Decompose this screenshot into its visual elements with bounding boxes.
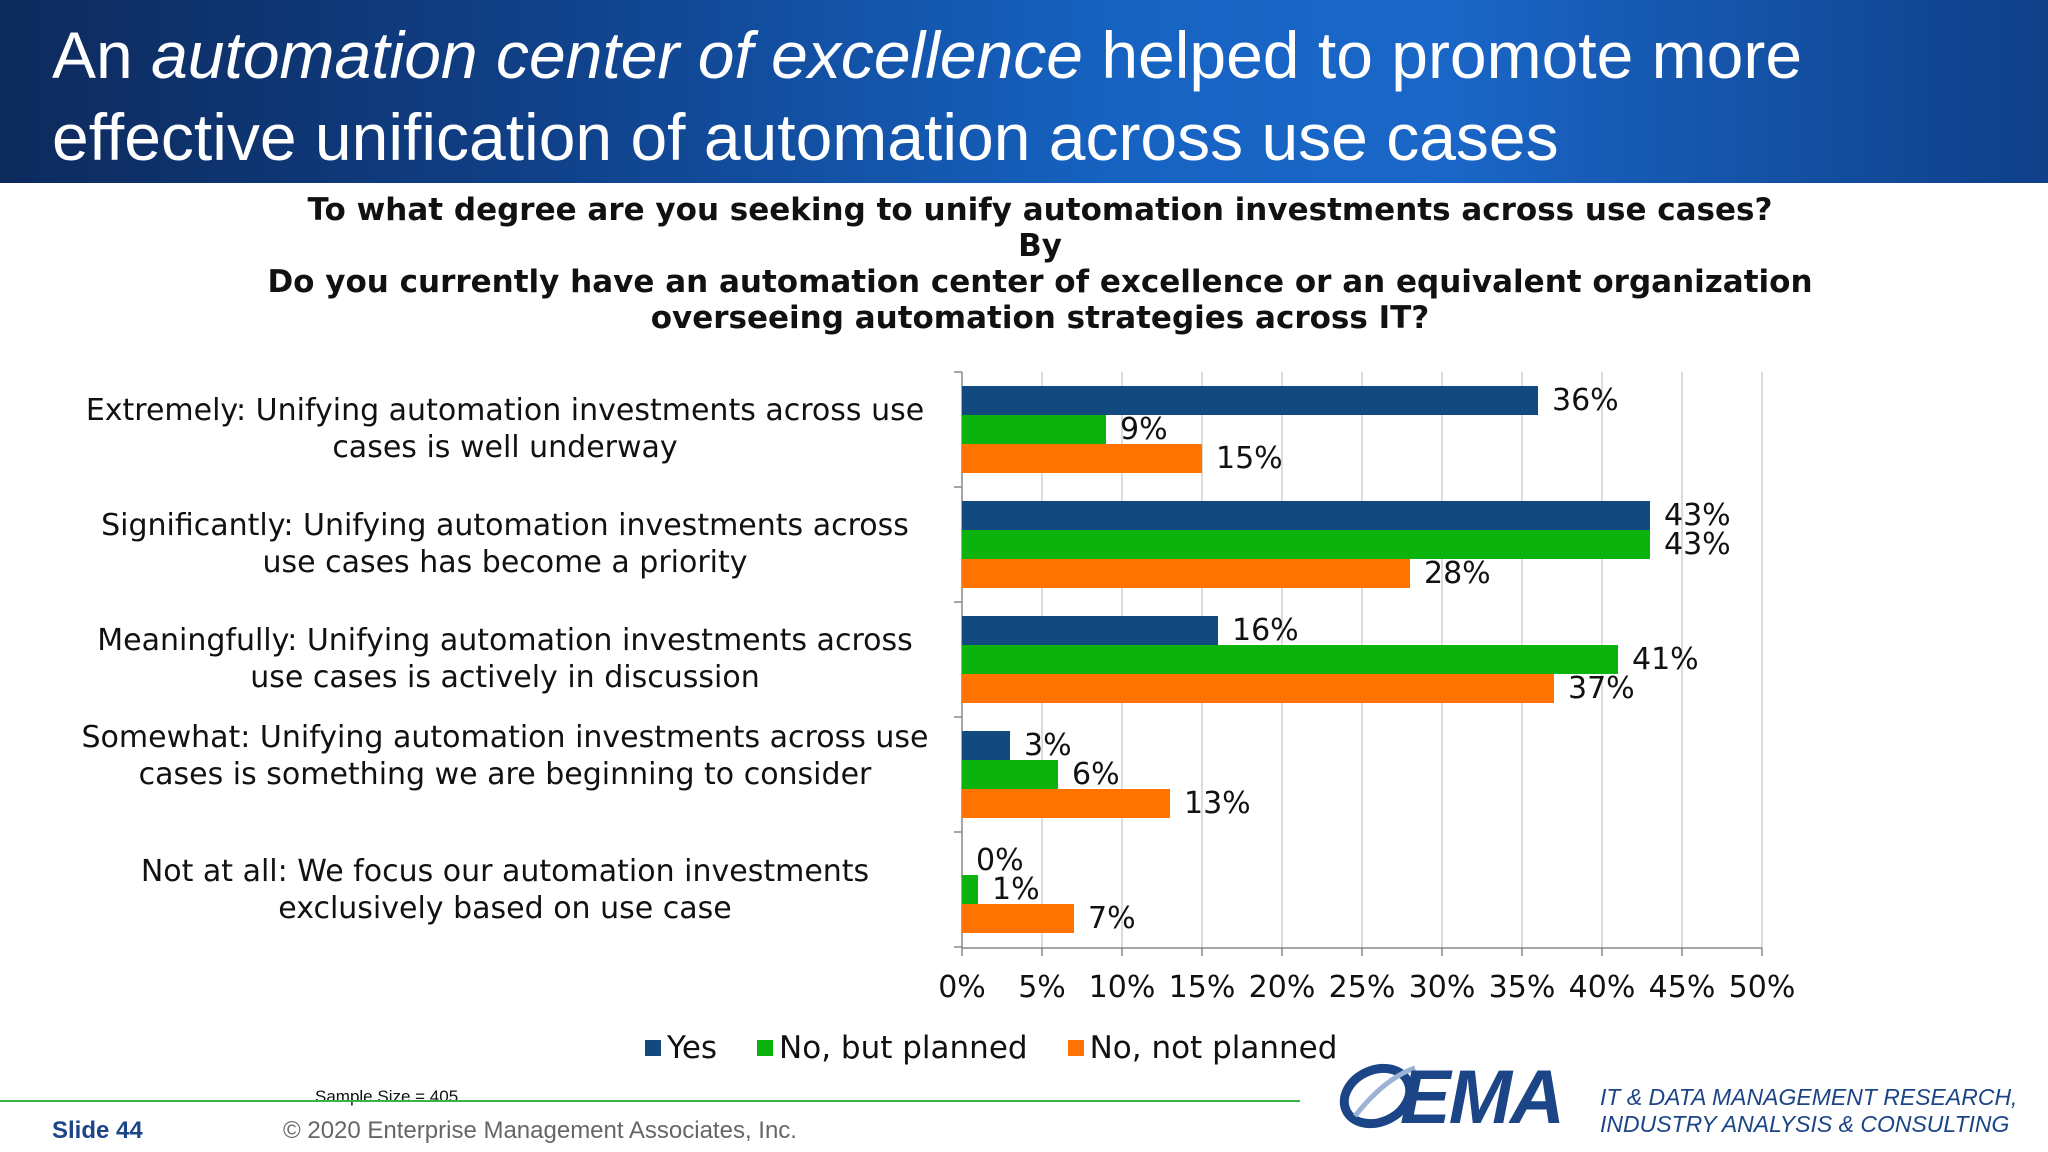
ema-logo-text: EMA <box>1400 1055 1565 1140</box>
x-tick-label: 50% <box>1729 970 1796 1005</box>
slide-number: Slide 44 <box>52 1117 143 1144</box>
data-label: 1% <box>992 872 1040 907</box>
bar <box>962 760 1058 789</box>
tagline-line-2: INDUSTRY ANALYSIS & CONSULTING <box>1600 1111 2010 1137</box>
legend-label-yes: Yes <box>667 1030 718 1066</box>
data-label: 28% <box>1424 556 1491 591</box>
bar <box>962 731 1010 760</box>
bar <box>962 875 978 904</box>
data-label: 43% <box>1664 498 1731 533</box>
question-line-2: By <box>1018 228 1062 264</box>
bar <box>962 616 1218 645</box>
title-prefix: An <box>52 18 152 92</box>
data-label: 6% <box>1072 757 1120 792</box>
bar <box>962 501 1650 530</box>
bar <box>962 789 1170 818</box>
page-title: An automation center of excellence helpe… <box>52 14 2012 178</box>
x-tick-label: 10% <box>1089 970 1156 1005</box>
survey-question: To what degree are you seeking to unify … <box>200 192 1880 336</box>
x-tick-label: 40% <box>1569 970 1636 1005</box>
title-emphasis: automation center of excellence <box>151 18 1083 92</box>
data-label: 0% <box>976 843 1024 878</box>
x-tick-label: 45% <box>1649 970 1716 1005</box>
data-label: 13% <box>1184 786 1251 821</box>
copyright-notice: © 2020 Enterprise Management Associates,… <box>283 1117 797 1144</box>
data-label: 37% <box>1568 671 1635 706</box>
data-label: 16% <box>1232 613 1299 648</box>
data-label: 15% <box>1216 441 1283 476</box>
bar <box>962 415 1106 444</box>
data-label: 9% <box>1120 412 1168 447</box>
category-label-extremely: Extremely: Unifying automation investmen… <box>85 393 925 465</box>
category-label-significantly: Significantly: Unifying automation inves… <box>101 508 909 580</box>
title-banner <box>0 0 2048 183</box>
x-tick-label: 30% <box>1409 970 1476 1005</box>
data-label: 3% <box>1024 728 1072 763</box>
legend-item-yes: Yes <box>645 1030 717 1066</box>
data-label: 41% <box>1632 642 1699 677</box>
bar <box>962 904 1074 933</box>
category-label-somewhat: Somewhat: Unifying automation investment… <box>81 720 929 792</box>
legend-swatch-no-not-planned <box>1067 1040 1084 1056</box>
tagline-line-1: IT & DATA MANAGEMENT RESEARCH, <box>1600 1084 2018 1110</box>
company-tagline: IT & DATA MANAGEMENT RESEARCH, INDUSTRY … <box>1600 1084 2030 1138</box>
data-label: 7% <box>1088 901 1136 936</box>
x-tick-label: 15% <box>1169 970 1236 1005</box>
x-tick-label: 5% <box>1018 970 1066 1005</box>
x-tick-label: 25% <box>1329 970 1396 1005</box>
question-line-3: Do you currently have an automation cent… <box>267 264 1813 336</box>
data-label: 36% <box>1552 383 1619 418</box>
bar <box>962 530 1650 559</box>
question-line-1: To what degree are you seeking to unify … <box>307 192 1773 228</box>
bar <box>962 559 1410 588</box>
ema-logo-swoosh <box>1339 1063 1416 1129</box>
x-tick-label: 0% <box>938 970 986 1005</box>
legend-swatch-yes <box>645 1040 661 1056</box>
legend-label-no-not-planned: No, not planned <box>1089 1030 1338 1066</box>
footer-divider <box>0 1100 1300 1102</box>
x-tick-label: 20% <box>1249 970 1316 1005</box>
bar <box>962 674 1554 703</box>
category-label-not-at-all: Not at all: We focus our automation inve… <box>140 854 870 926</box>
legend-item-no-not-planned: No, not planned <box>1067 1030 1338 1066</box>
bar <box>962 444 1202 473</box>
legend-item-no-but-planned: No, but planned <box>757 1030 1028 1066</box>
title-suffix: helped to promote more effective unifica… <box>52 18 1803 174</box>
chart-legend: Yes No, but planned No, not planned <box>645 1028 1377 1068</box>
legend-label-no-but-planned: No, but planned <box>779 1030 1028 1066</box>
x-tick-label: 35% <box>1489 970 1556 1005</box>
bar <box>962 386 1538 415</box>
category-label-meaningfully: Meaningfully: Unifying automation invest… <box>97 623 913 695</box>
data-label: 43% <box>1664 527 1731 562</box>
legend-swatch-no-but-planned <box>757 1040 774 1056</box>
bar <box>962 645 1618 674</box>
sample-size: Sample Size = 405 <box>315 1087 459 1106</box>
